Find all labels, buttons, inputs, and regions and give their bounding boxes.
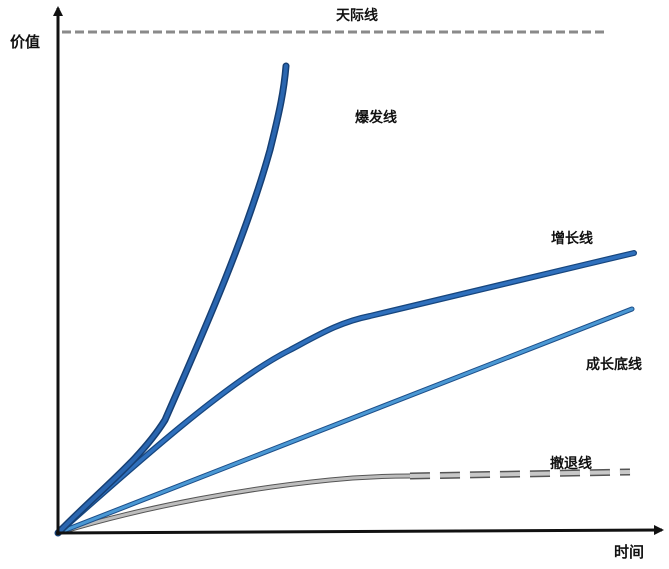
baseline-line: [56, 307, 634, 535]
decline-line-dashed: [409, 470, 631, 478]
explosive-label: 爆发线: [355, 109, 397, 126]
growth-line: [56, 251, 636, 535]
growth-label: 增长线: [551, 230, 593, 247]
y-axis-label: 价值: [10, 33, 40, 51]
decline-label: 撤退线: [550, 455, 592, 472]
explosive-line: [56, 64, 288, 535]
baseline-label: 成长底线: [586, 356, 642, 373]
ceiling-label: 天际线: [336, 7, 378, 24]
explosive-line-outline: [54, 62, 290, 537]
x-axis-label: 时间: [614, 543, 644, 561]
growth-line-outline: [55, 250, 637, 536]
decline-line-solid-fill: [56, 474, 412, 535]
x-axis: [55, 525, 664, 536]
